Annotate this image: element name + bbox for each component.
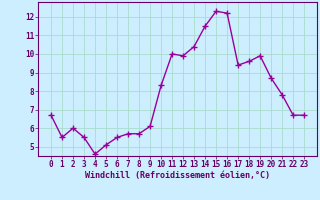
- X-axis label: Windchill (Refroidissement éolien,°C): Windchill (Refroidissement éolien,°C): [85, 171, 270, 180]
